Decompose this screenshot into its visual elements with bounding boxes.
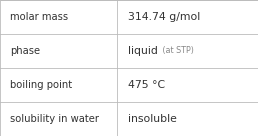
Text: 475 °C: 475 °C [128,80,165,90]
Text: solubility in water: solubility in water [10,114,99,124]
Text: insoluble: insoluble [128,114,176,124]
Text: liquid: liquid [128,46,158,56]
Text: (at STP): (at STP) [160,47,194,55]
Text: boiling point: boiling point [10,80,72,90]
Text: phase: phase [10,46,41,56]
Text: 314.74 g/mol: 314.74 g/mol [128,12,200,22]
Text: molar mass: molar mass [10,12,68,22]
